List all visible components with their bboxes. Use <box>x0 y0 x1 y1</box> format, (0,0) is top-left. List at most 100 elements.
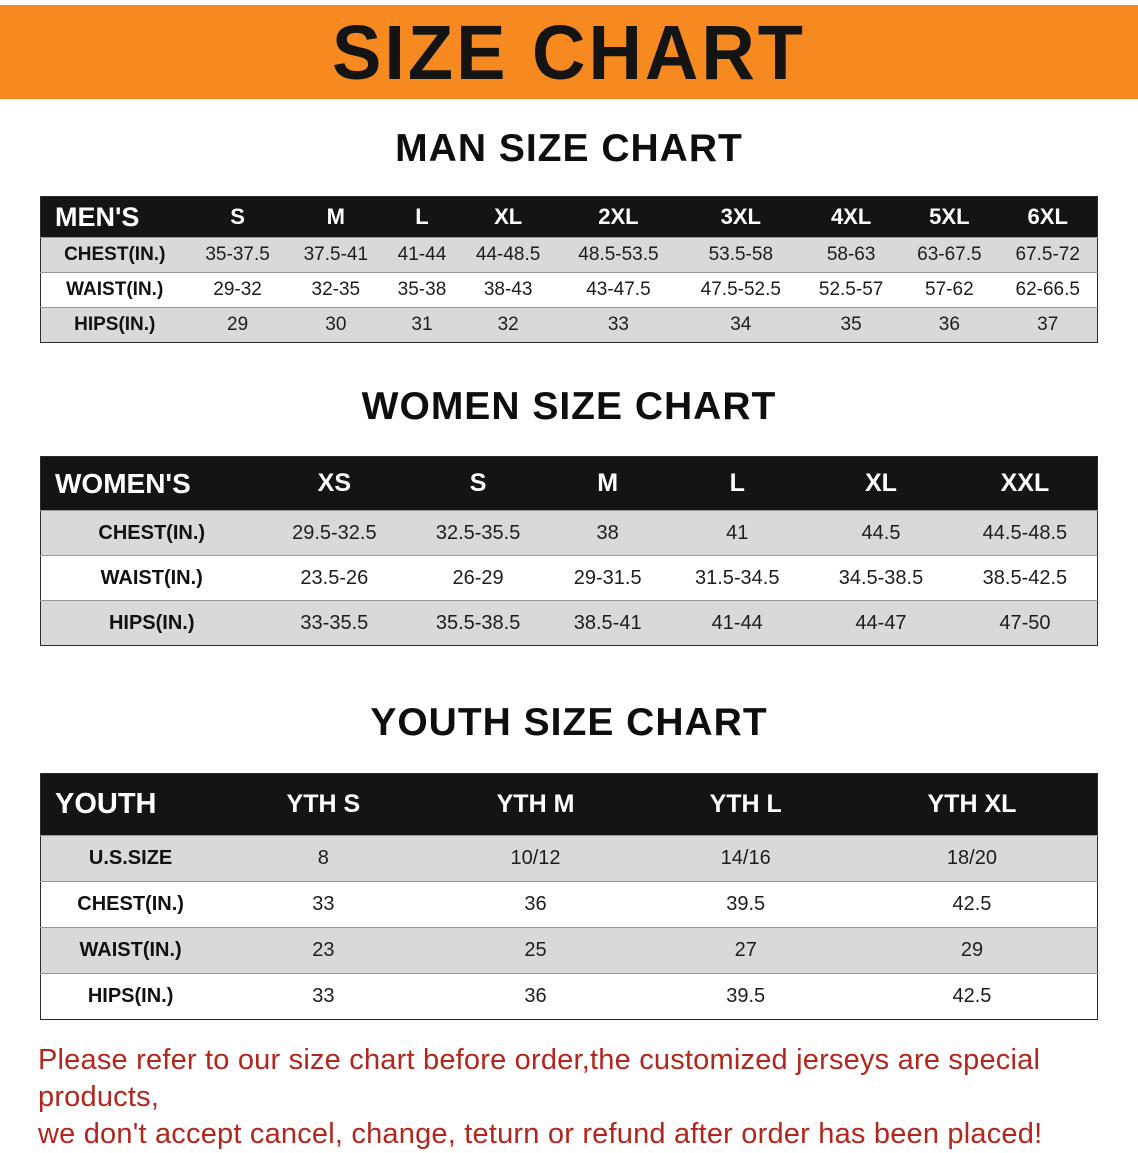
men-size-table: MEN'S S M L XL 2XL 3XL 4XL 5XL 6XL CHEST(IN.) 35-37… <box>40 196 1098 343</box>
data-cell: 52.5-57 <box>802 272 901 308</box>
youth-size-table: YOUTH YTH S YTH M YTH L YTH XL U.S.SIZE 8 10/12… <box>40 773 1098 1020</box>
data-cell: 58-63 <box>802 237 901 273</box>
data-cell: 41-44 <box>665 600 810 646</box>
data-cell: 29 <box>846 927 1098 974</box>
data-cell: 35.5-38.5 <box>406 600 550 646</box>
size-header-cell: YTH M <box>426 773 645 836</box>
size-header-cell: 6XL <box>998 196 1098 238</box>
size-chart-page: SIZE CHART MAN SIZE CHART MEN'S S M L XL 2XL 3… <box>0 5 1138 1153</box>
page-title: SIZE CHART <box>332 8 806 96</box>
table-title-cell: YOUTH <box>40 773 221 836</box>
data-cell: 33 <box>220 973 427 1020</box>
data-cell: 41-44 <box>384 237 460 273</box>
data-cell: 38-43 <box>459 272 558 308</box>
data-cell: 44-48.5 <box>459 237 558 273</box>
data-cell: 44.5-48.5 <box>952 510 1098 556</box>
table-row: HIPS(IN.) 33-35.5 35.5-38.5 38.5-41 41-44 44-… <box>40 600 1098 646</box>
data-cell: 32 <box>459 307 558 343</box>
size-header-cell: XXL <box>952 456 1098 511</box>
size-header-cell: L <box>384 196 460 238</box>
data-cell: 37 <box>998 307 1098 343</box>
data-cell: 34.5-38.5 <box>809 555 953 601</box>
header-row: YOUTH YTH S YTH M YTH L YTH XL <box>40 773 1098 836</box>
data-cell: 47-50 <box>952 600 1098 646</box>
row-label-cell: CHEST(IN.) <box>40 510 263 556</box>
size-header-cell: XL <box>459 196 558 238</box>
footer-disclaimer-line2: we don't accept cancel, change, teturn o… <box>38 1118 1043 1150</box>
size-header-cell: S <box>406 456 550 511</box>
table-row: WAIST(IN.) 29-32 32-35 35-38 38-43 43-47.5 47.… <box>40 272 1098 308</box>
data-cell: 27 <box>644 927 847 974</box>
row-label-cell: U.S.SIZE <box>40 835 221 882</box>
men-table-wrap: MEN'S S M L XL 2XL 3XL 4XL 5XL 6XL CHEST(IN.) 35-37… <box>0 196 1138 343</box>
header-row: WOMEN'S XS S M L XL XXL <box>40 456 1098 511</box>
size-header-cell: XS <box>262 456 407 511</box>
data-cell: 38.5-42.5 <box>952 555 1098 601</box>
table-title-cell: WOMEN'S <box>40 456 263 511</box>
data-cell: 57-62 <box>900 272 999 308</box>
data-cell: 41 <box>665 510 810 556</box>
data-cell: 67.5-72 <box>998 237 1098 273</box>
size-header-cell: YTH XL <box>846 773 1098 836</box>
footer-disclaimer: Please refer to our size chart before or… <box>0 1042 1138 1153</box>
data-cell: 36 <box>426 881 645 928</box>
data-cell: 62-66.5 <box>998 272 1098 308</box>
data-cell: 29 <box>188 307 287 343</box>
data-cell: 32.5-35.5 <box>406 510 550 556</box>
row-label-cell: WAIST(IN.) <box>40 927 221 974</box>
women-size-table: WOMEN'S XS S M L XL XXL CHEST(IN.) 29.5-32.5 32.5… <box>40 456 1098 646</box>
table-row: WAIST(IN.) 23.5-26 26-29 29-31.5 31.5-34.5 34… <box>40 555 1098 601</box>
table-row: HIPS(IN.) 29 30 31 32 33 34 35 36 37 <box>40 307 1098 343</box>
data-cell: 31.5-34.5 <box>665 555 810 601</box>
data-cell: 38 <box>549 510 666 556</box>
data-cell: 37.5-41 <box>286 237 385 273</box>
row-label-cell: HIPS(IN.) <box>40 973 221 1020</box>
data-cell: 33 <box>557 307 680 343</box>
section-men: MAN SIZE CHART MEN'S S M L XL 2XL 3XL 4XL 5XL 6XL… <box>0 126 1138 343</box>
data-cell: 39.5 <box>644 881 847 928</box>
size-header-cell: YTH L <box>644 773 847 836</box>
data-cell: 33 <box>220 881 427 928</box>
size-header-cell: 2XL <box>557 196 680 238</box>
size-header-cell: L <box>665 456 810 511</box>
data-cell: 34 <box>679 307 802 343</box>
data-cell: 25 <box>426 927 645 974</box>
table-title-cell: MEN'S <box>40 196 189 238</box>
data-cell: 18/20 <box>846 835 1098 882</box>
section-women: WOMEN SIZE CHART WOMEN'S XS S M L XL XXL CHEST(… <box>0 384 1138 646</box>
table-row: CHEST(IN.) 33 36 39.5 42.5 <box>40 881 1098 928</box>
table-row: WAIST(IN.) 23 25 27 29 <box>40 927 1098 974</box>
data-cell: 35 <box>802 307 901 343</box>
data-cell: 35-37.5 <box>188 237 287 273</box>
size-header-cell: M <box>286 196 385 238</box>
data-cell: 43-47.5 <box>557 272 680 308</box>
table-row: CHEST(IN.) 29.5-32.5 32.5-35.5 38 41 44.5 44.5… <box>40 510 1098 556</box>
size-header-cell: XL <box>809 456 953 511</box>
size-header-cell: M <box>549 456 666 511</box>
data-cell: 53.5-58 <box>679 237 802 273</box>
data-cell: 42.5 <box>846 973 1098 1020</box>
data-cell: 10/12 <box>426 835 645 882</box>
size-header-cell: 3XL <box>679 196 802 238</box>
size-header-cell: 4XL <box>802 196 901 238</box>
women-table-wrap: WOMEN'S XS S M L XL XXL CHEST(IN.) 29.5-32.5 32.5… <box>0 456 1138 646</box>
data-cell: 44.5 <box>809 510 953 556</box>
data-cell: 29.5-32.5 <box>262 510 407 556</box>
data-cell: 23.5-26 <box>262 555 407 601</box>
data-cell: 23 <box>220 927 427 974</box>
men-section-heading: MAN SIZE CHART <box>395 127 743 170</box>
header-row: MEN'S S M L XL 2XL 3XL 4XL 5XL 6XL <box>40 196 1098 238</box>
data-cell: 32-35 <box>286 272 385 308</box>
data-cell: 8 <box>220 835 427 882</box>
data-cell: 48.5-53.5 <box>557 237 680 273</box>
youth-table-wrap: YOUTH YTH S YTH M YTH L YTH XL U.S.SIZE 8 10/12… <box>0 773 1138 1020</box>
data-cell: 33-35.5 <box>262 600 407 646</box>
row-label-cell: HIPS(IN.) <box>40 600 263 646</box>
women-section-heading: WOMEN SIZE CHART <box>361 385 777 428</box>
row-label-cell: HIPS(IN.) <box>40 307 189 343</box>
data-cell: 44-47 <box>809 600 953 646</box>
footer-disclaimer-line1: Please refer to our size chart before or… <box>38 1044 1041 1113</box>
size-header-cell: 5XL <box>900 196 999 238</box>
size-header-cell: YTH S <box>220 773 427 836</box>
data-cell: 14/16 <box>644 835 847 882</box>
